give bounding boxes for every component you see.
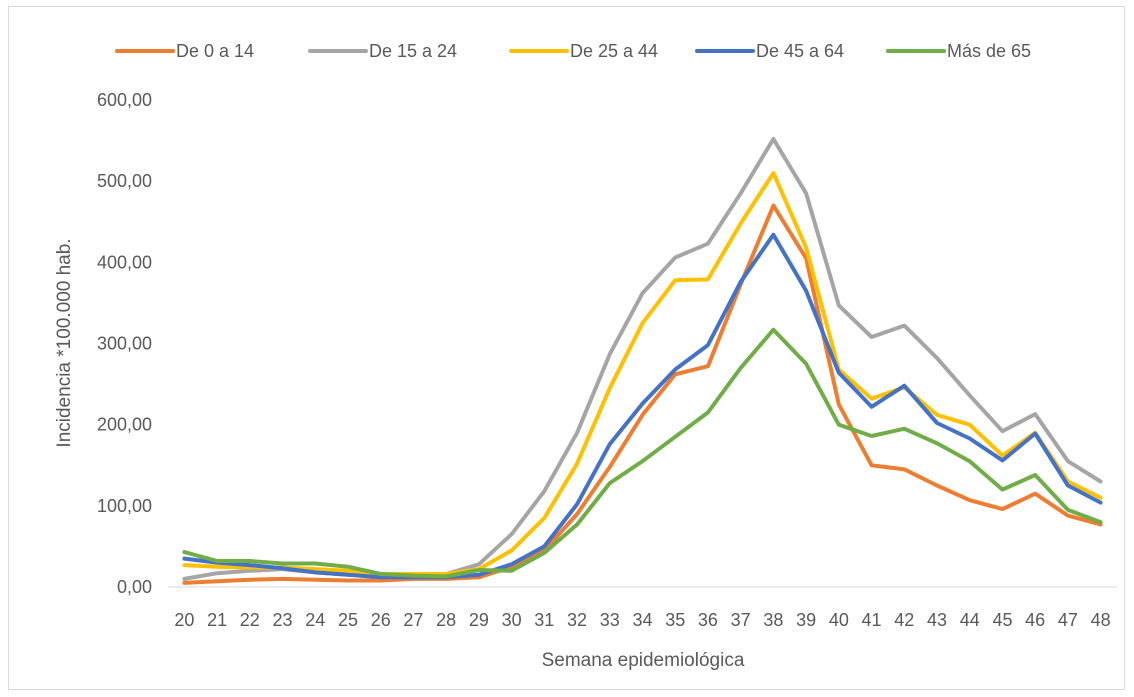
series-line-1: [182, 203, 1103, 585]
y-tick-label: 300,00: [97, 334, 152, 354]
x-tick-label: 20: [174, 610, 194, 630]
series-line-3: [182, 171, 1103, 576]
y-tick-label: 600,00: [97, 90, 152, 110]
x-tick-label: 24: [305, 610, 325, 630]
x-tick-label: 40: [829, 610, 849, 630]
series-line-2: [182, 137, 1103, 581]
x-tick-label: 21: [207, 610, 227, 630]
x-tick-label: 29: [469, 610, 489, 630]
series-line-5: [182, 327, 1103, 579]
y-tick-label: 400,00: [97, 252, 152, 272]
x-tick-label: 31: [534, 610, 554, 630]
x-tick-label: 28: [436, 610, 456, 630]
x-tick-label: 33: [600, 610, 620, 630]
legend: De 0 a 14 De 15 a 24 De 25 a 44 De 45 a 64 M…: [115, 41, 1031, 61]
y-axis: 0,00 100,00 200,00 300,00 400,00 500,00 600,00: [97, 90, 152, 597]
x-tick-label: 41: [862, 610, 882, 630]
y-tick-label: 0,00: [117, 577, 152, 597]
x-tick-label: 38: [763, 610, 783, 630]
x-tick-label: 26: [371, 610, 391, 630]
x-tick-label: 23: [273, 610, 293, 630]
x-tick-label: 43: [927, 610, 947, 630]
x-tick-label: 35: [665, 610, 685, 630]
legend-label: De 45 a 64: [756, 41, 844, 61]
x-tick-label: 25: [338, 610, 358, 630]
legend-label: Más de 65: [947, 41, 1031, 61]
x-tick-label: 34: [632, 610, 652, 630]
x-tick-label: 30: [502, 610, 522, 630]
x-tick-label: 48: [1091, 610, 1111, 630]
x-tick-label: 45: [992, 610, 1012, 630]
x-tick-label: 36: [698, 610, 718, 630]
x-axis: 20 21 22 23 24 25 26 27 28 29 30 31 32 33 34 35 36 37 38 39…: [168, 586, 1117, 630]
legend-label: De 0 a 14: [176, 41, 254, 61]
x-tick-label: 42: [894, 610, 914, 630]
x-tick-label: 37: [731, 610, 751, 630]
x-tick-label: 39: [796, 610, 816, 630]
x-tick-label: 46: [1025, 610, 1045, 630]
x-tick-label: 27: [403, 610, 423, 630]
y-tick-label: 500,00: [97, 171, 152, 191]
y-tick-label: 100,00: [97, 496, 152, 516]
x-axis-title: Semana epidemiológica: [542, 650, 745, 671]
legend-label: De 15 a 24: [369, 41, 457, 61]
x-tick-label: 47: [1058, 610, 1078, 630]
plot-series: [182, 137, 1103, 585]
legend-label: De 25 a 44: [570, 41, 658, 61]
x-tick-label: 22: [240, 610, 260, 630]
series-line-4: [182, 232, 1103, 580]
x-tick-label: 32: [567, 610, 587, 630]
x-tick-label: 44: [960, 610, 980, 630]
y-axis-title: Incidencia *100.000 hab.: [54, 238, 75, 447]
y-tick-label: 200,00: [97, 415, 152, 435]
